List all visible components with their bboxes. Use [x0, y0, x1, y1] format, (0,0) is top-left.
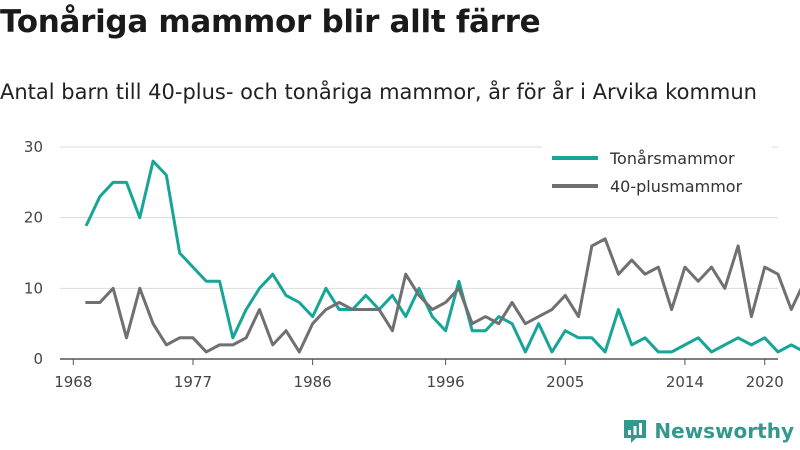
y-tick-label: 20 [24, 209, 43, 227]
x-tick-label: 1968 [54, 373, 92, 391]
newsworthy-logo-icon [624, 420, 647, 443]
x-tick-label: 1996 [426, 373, 464, 391]
y-tick-label: 10 [24, 279, 43, 297]
series-lines [85, 159, 800, 354]
chart-title: Tonåriga mammor blir allt färre [0, 4, 541, 40]
legend-background [542, 140, 772, 206]
x-tick-label: 1977 [174, 373, 212, 391]
legend: Tonårsmammor 40-plusmammor [542, 140, 772, 206]
legend-label: 40-plusmammor [610, 177, 743, 196]
series-line [85, 159, 800, 354]
y-tick-label: 0 [33, 350, 43, 368]
y-tick-label: 30 [24, 138, 43, 156]
legend-label: Tonårsmammor [609, 149, 735, 168]
brand-logo: Newsworthy [622, 416, 794, 446]
axes: 0 10 20 30 1968 1977 1986 1996 2005 2014 2020 [24, 138, 784, 391]
x-tick-label: 2005 [546, 373, 584, 391]
chart-subtitle: Antal barn till 40-plus- och tonåriga ma… [0, 80, 757, 104]
brand-name: Newsworthy [654, 419, 794, 443]
series-line [85, 237, 800, 354]
x-tick-label: 2014 [666, 373, 704, 391]
x-tick-label: 1986 [294, 373, 332, 391]
x-tick-label: 2020 [746, 373, 784, 391]
